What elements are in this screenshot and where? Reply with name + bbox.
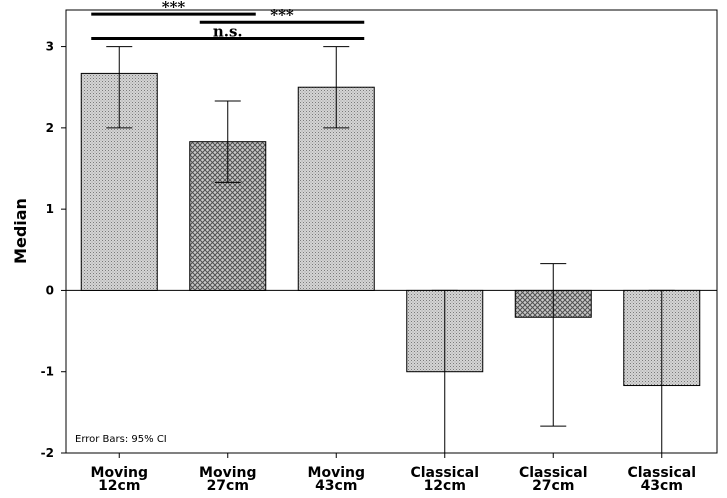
- significance-label: ***: [162, 0, 186, 16]
- x-tick-label: Classical 43cm: [627, 465, 696, 494]
- y-tick-label: -1: [41, 365, 54, 379]
- x-tick-label: Moving 12cm: [91, 465, 148, 494]
- y-tick-label: 1: [46, 202, 54, 216]
- y-tick-label: 0: [46, 283, 54, 297]
- y-tick-label: -2: [41, 446, 54, 460]
- y-axis-label: Median: [11, 198, 30, 264]
- x-tick-label: Moving 27cm: [199, 465, 256, 494]
- significance-label: n.s.: [213, 22, 243, 40]
- y-tick-label: 2: [46, 121, 54, 135]
- error-bars-note: Error Bars: 95% CI: [75, 434, 167, 445]
- x-tick-label: Moving 43cm: [308, 465, 365, 494]
- significance-label: ***: [270, 6, 294, 24]
- x-tick-label: Classical 27cm: [519, 465, 588, 494]
- x-tick-label: Classical 12cm: [410, 465, 479, 494]
- plot-area: [65, 9, 718, 454]
- y-tick-label: 3: [46, 40, 54, 54]
